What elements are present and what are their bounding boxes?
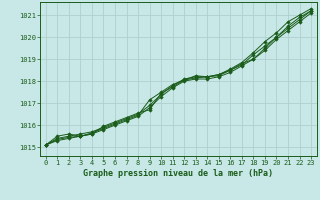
X-axis label: Graphe pression niveau de la mer (hPa): Graphe pression niveau de la mer (hPa) — [84, 169, 273, 178]
